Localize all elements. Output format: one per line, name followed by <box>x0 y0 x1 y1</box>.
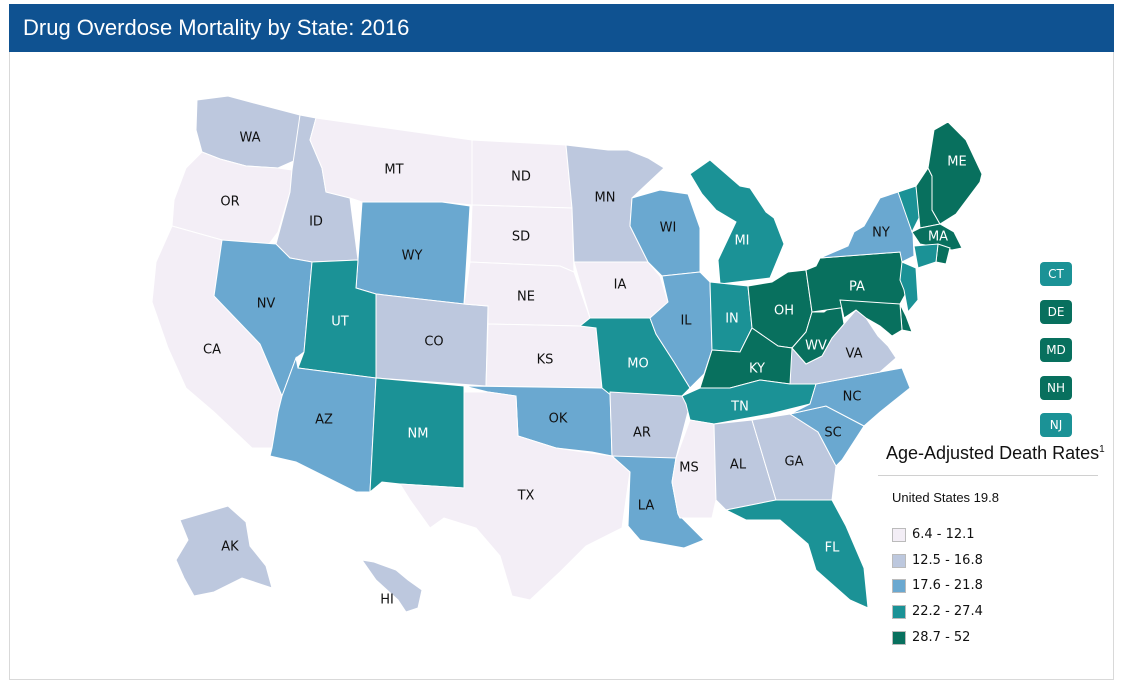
legend-label: 17.6 - 21.8 <box>912 578 983 593</box>
state-label-nd: ND <box>511 170 531 185</box>
state-label-hi: HI <box>380 593 394 608</box>
state-label-me: ME <box>947 155 966 170</box>
legend-title: Age-Adjusted Death Rates1 <box>886 443 1105 464</box>
state-label-or: OR <box>220 195 239 210</box>
state-label-oh: OH <box>774 304 794 319</box>
state-label-in: IN <box>725 312 739 327</box>
legend-swatch <box>892 630 906 645</box>
state-nj[interactable] <box>899 261 919 314</box>
state-mt[interactable] <box>309 117 473 206</box>
state-label-tx: TX <box>517 489 535 504</box>
state-label-mo: MO <box>627 357 648 372</box>
legend-item[interactable]: 6.4 - 12.1 <box>892 527 975 545</box>
legend-swatch <box>892 578 906 593</box>
state-label-id: ID <box>309 215 323 230</box>
state-label-la: LA <box>638 499 655 514</box>
state-label-nc: NC <box>843 390 862 405</box>
legend-item[interactable]: 28.7 - 52 <box>892 630 970 648</box>
state-label-ny: NY <box>872 226 890 241</box>
state-label-mt: MT <box>384 163 403 178</box>
page-title: Drug Overdose Mortality by State: 2016 <box>9 4 1114 52</box>
state-label-ut: UT <box>331 315 349 330</box>
legend-us-rate: United States 19.8 <box>892 490 999 505</box>
legend-label: 22.2 - 27.4 <box>912 604 983 619</box>
legend-swatch <box>892 604 906 619</box>
state-me[interactable] <box>927 121 983 225</box>
state-label-sc: SC <box>824 426 841 441</box>
legend-label: 28.7 - 52 <box>912 630 971 645</box>
state-label-wi: WI <box>660 221 677 236</box>
state-md[interactable] <box>839 299 903 337</box>
state-label-ca: CA <box>203 343 221 358</box>
small-state-button-md[interactable]: MD <box>1040 338 1072 362</box>
small-state-button-nj[interactable]: NJ <box>1040 413 1072 437</box>
state-wv[interactable] <box>791 299 845 365</box>
small-state-button-nh[interactable]: NH <box>1040 376 1072 400</box>
state-label-wy: WY <box>402 249 423 264</box>
state-label-nv: NV <box>257 297 276 312</box>
state-ak[interactable] <box>175 505 273 597</box>
state-label-il: IL <box>680 314 692 329</box>
state-label-ar: AR <box>633 426 651 441</box>
state-fl[interactable] <box>724 499 869 609</box>
state-label-ms: MS <box>679 461 698 476</box>
legend-swatch <box>892 553 906 568</box>
state-label-ok: OK <box>549 412 568 427</box>
state-label-ks: KS <box>537 353 554 368</box>
state-label-ma: MA <box>928 230 948 245</box>
small-state-button-de[interactable]: DE <box>1040 300 1072 324</box>
legend-divider <box>878 475 1098 476</box>
state-label-wa: WA <box>239 131 260 146</box>
state-mi[interactable] <box>689 159 785 285</box>
state-nv[interactable] <box>213 239 313 398</box>
legend-title-text: Age-Adjusted Death Rates <box>886 443 1100 463</box>
state-label-va: VA <box>846 347 863 362</box>
state-label-ia: IA <box>614 278 627 293</box>
footnote-marker[interactable]: 1 <box>1099 444 1105 455</box>
state-label-ga: GA <box>785 455 804 470</box>
state-label-fl: FL <box>825 541 840 556</box>
legend-swatch <box>892 527 906 542</box>
legend-label: 6.4 - 12.1 <box>912 527 975 542</box>
legend-item[interactable]: 22.2 - 27.4 <box>892 604 983 622</box>
state-label-mi: MI <box>734 234 749 249</box>
state-label-ky: KY <box>749 362 765 377</box>
state-tx[interactable] <box>399 391 631 601</box>
legend-item[interactable]: 12.5 - 16.8 <box>892 553 983 571</box>
state-label-al: AL <box>730 458 747 473</box>
state-or[interactable] <box>171 151 293 249</box>
state-label-nm: NM <box>408 427 429 442</box>
state-label-co: CO <box>424 335 443 350</box>
state-label-az: AZ <box>315 413 333 428</box>
state-il[interactable] <box>649 271 713 389</box>
legend-label: 12.5 - 16.8 <box>912 553 983 568</box>
state-label-mn: MN <box>595 191 616 206</box>
state-label-wv: WV <box>805 339 827 354</box>
state-label-ne: NE <box>517 290 535 305</box>
map-panel <box>9 52 1114 680</box>
state-label-tn: TN <box>730 400 749 415</box>
state-ct[interactable] <box>913 243 939 269</box>
state-label-ak: AK <box>221 540 239 555</box>
state-label-pa: PA <box>849 280 865 295</box>
state-ny[interactable] <box>819 191 915 263</box>
state-ms[interactable] <box>671 419 717 519</box>
state-label-sd: SD <box>512 230 530 245</box>
legend-item[interactable]: 17.6 - 21.8 <box>892 578 983 596</box>
small-state-button-ct[interactable]: CT <box>1040 262 1072 286</box>
state-hi[interactable] <box>360 559 423 613</box>
